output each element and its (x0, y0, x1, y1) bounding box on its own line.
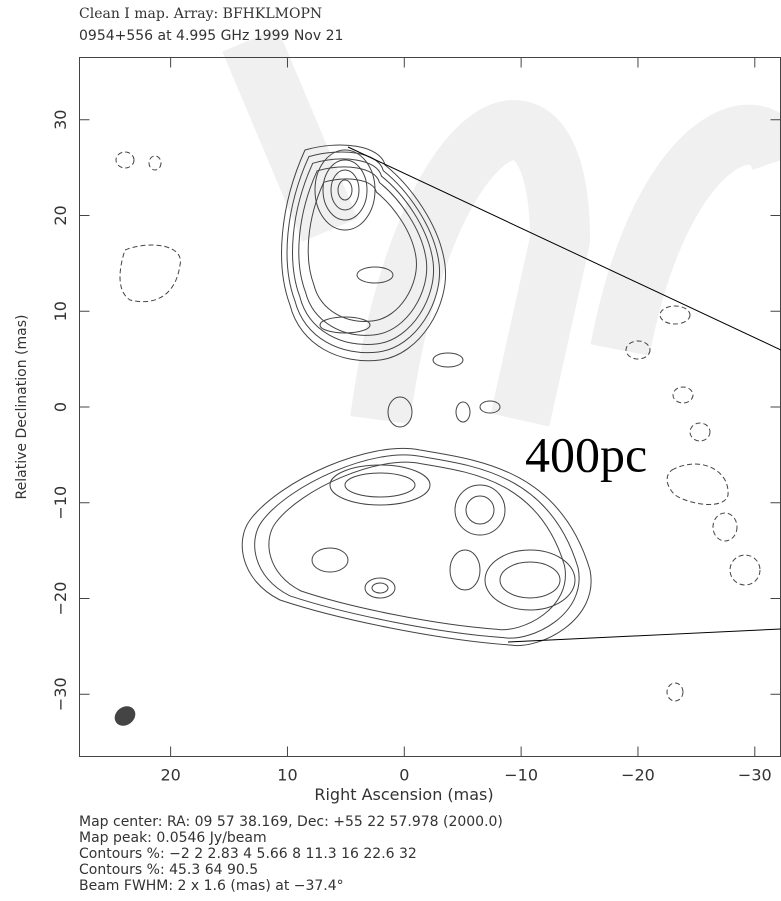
y-tick-label: 10 (51, 301, 70, 321)
x-tick-label: 0 (399, 766, 409, 785)
x-tick-label: 20 (160, 766, 180, 785)
page: Clean I map. Array: BFHKLMOPN 0954+556 a… (0, 0, 781, 901)
y-tick-label: −20 (51, 582, 70, 616)
y-tick-label: 20 (51, 205, 70, 225)
dashed-contour (660, 306, 690, 324)
x-tick-label: −30 (738, 766, 772, 785)
dashed-contour (713, 513, 737, 541)
chart: Clean I map. Array: BFHKLMOPN 0954+556 a… (0, 0, 781, 901)
dashed-contour (116, 152, 134, 168)
contour (466, 496, 494, 524)
x-tick-label: 10 (277, 766, 297, 785)
y-tick-label: −10 (51, 486, 70, 520)
contour (345, 473, 415, 497)
x-tick-label: −20 (621, 766, 655, 785)
y-axis-label: Relative Declination (mas) (14, 315, 30, 500)
scale-line (508, 629, 781, 642)
x-axis-label: Right Ascension (mas) (314, 785, 493, 804)
x-tick-label: −10 (504, 766, 538, 785)
contour (500, 562, 560, 598)
title: Clean I map. Array: BFHKLMOPN (79, 6, 322, 22)
contour (450, 550, 480, 590)
dashed-contour (667, 464, 728, 504)
contour (365, 578, 395, 598)
contour (312, 548, 348, 572)
notes: Map center: RA: 09 57 38.169, Dec: +55 2… (79, 814, 503, 894)
subtitle: 0954+556 at 4.995 GHz 1999 Nov 21 (79, 28, 343, 44)
contour (455, 485, 505, 535)
note: Map peak: 0.0546 Jy/beam (79, 830, 267, 846)
contour (456, 402, 470, 422)
contour (433, 353, 463, 367)
y-tick-label: 30 (51, 110, 70, 130)
annotation: 400pc (525, 426, 647, 482)
dashed-contour (690, 423, 710, 441)
y-tick-label: −30 (51, 677, 70, 711)
beam (111, 702, 139, 730)
note: Contours %: 45.3 64 90.5 (79, 862, 258, 878)
contour (372, 583, 388, 593)
dashed-contour (120, 245, 180, 302)
watermark-stroke (250, 40, 781, 420)
note: Beam FWHM: 2 x 1.6 (mas) at −37.4° (79, 878, 344, 894)
contour (485, 550, 575, 610)
dashed-contour (149, 156, 161, 170)
dashed-contour (667, 683, 683, 701)
y-tick-label: 0 (51, 402, 70, 412)
dashed-contour (730, 555, 760, 585)
dashed-contour (673, 387, 693, 403)
note: Contours %: −2 2 2.83 4 5.66 8 11.3 16 2… (79, 846, 417, 862)
watermark (250, 40, 781, 420)
note: Map center: RA: 09 57 38.169, Dec: +55 2… (79, 814, 503, 830)
contour (320, 317, 370, 333)
